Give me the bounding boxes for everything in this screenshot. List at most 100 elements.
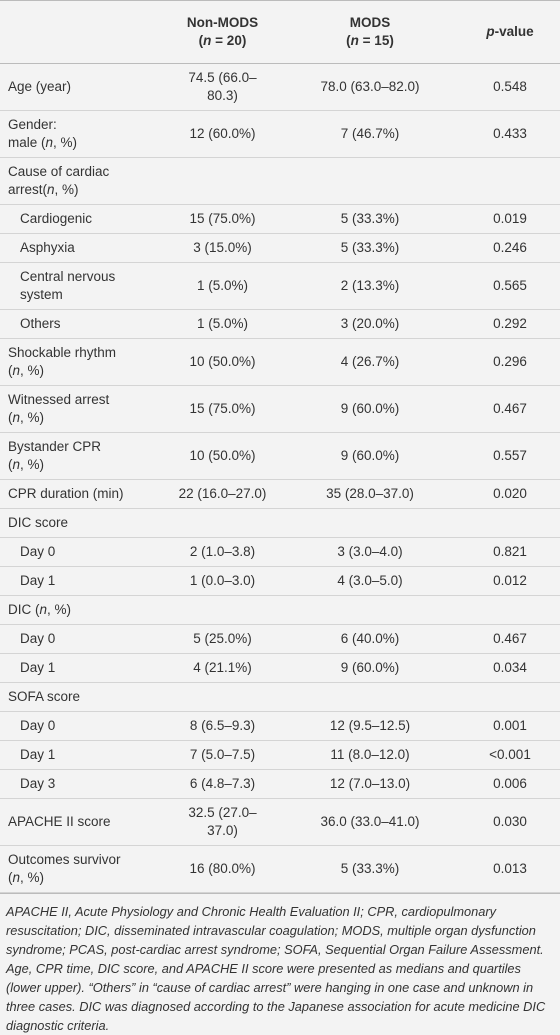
text-segment: n [12,870,21,885]
value-cell: 0.565 [460,262,560,310]
value-cell: 1 (5.0%) [165,309,280,339]
text-segment: Others [20,316,61,331]
table-row: DIC score [0,508,560,538]
text-line: DIC (n, %) [8,601,157,619]
value-cell: 0.034 [460,653,560,683]
value-cell: 32.5 (27.0–37.0) [165,798,280,846]
value-cell [165,157,280,205]
value-cell [165,595,280,625]
text-segment: , %) [20,870,45,885]
value-cell [280,508,460,538]
value-cell [460,508,560,538]
text-segment: Day 0 [20,544,56,559]
table-row: Shockable rhythm (n, %) 10 (50.0%) 4 (26.7%… [0,338,560,386]
value-cell: 0.296 [460,338,560,386]
text-line: Day 1 [20,746,157,764]
text-segment: , %) [20,457,45,472]
value-cell: 15 (75.0%) [165,385,280,433]
text-segment: Day 0 [20,718,56,733]
text-segment: ( [8,363,13,378]
text-segment: n [12,410,21,425]
text-segment: Witnessed arrest [8,392,110,407]
text-segment: Asphyxia [20,240,75,255]
text-segment: = 20) [211,33,247,48]
value-cell: 5 (33.3%) [280,204,460,234]
text-line: Day 0 [20,630,157,648]
value-cell: 0.001 [460,711,560,741]
text-line: Asphyxia [20,239,157,257]
text-line: CPR duration (min) [8,485,157,503]
text-segment: , %) [20,410,45,425]
value-cell: 6 (4.8–7.3) [165,769,280,799]
text-segment: SOFA score [8,689,81,704]
text-line: (n = 20) [173,32,272,50]
text-segment: Day 1 [20,747,56,762]
value-cell: 36.0 (33.0–41.0) [280,798,460,846]
text-segment: n [12,363,21,378]
text-line: p-value [468,23,552,41]
text-segment: n [45,135,54,150]
table-row: Day 0 8 (6.5–9.3) 12 (9.5–12.5) 0.001 [0,711,560,741]
data-table: Non-MODS (n = 20) MODS (n = 15) p-value Age … [0,0,560,893]
value-cell: 74.5 (66.0–80.3) [165,63,280,111]
header-cell: Non-MODS (n = 20) [165,0,280,64]
value-cell: 9 (60.0%) [280,653,460,683]
value-cell: 0.821 [460,537,560,567]
text-segment: Outcomes survivor [8,852,121,867]
text-segment: p [486,24,495,39]
text-segment: DIC ( [8,602,40,617]
value-cell: 1 (0.0–3.0) [165,566,280,596]
row-label: Bystander CPR (n, %) [0,432,165,480]
value-cell: 35 (28.0–37.0) [280,479,460,509]
value-cell: 4 (3.0–5.0) [280,566,460,596]
text-segment: Day 1 [20,573,56,588]
text-segment: Cardiogenic [20,211,93,226]
text-line: Day 1 [20,659,157,677]
header-cell: MODS (n = 15) [280,0,460,64]
footnote: APACHE II, Acute Physiology and Chronic … [0,893,560,1035]
table-row: Others 1 (5.0%) 3 (20.0%) 0.292 [0,309,560,339]
row-label: Age (year) [0,63,165,111]
table-row: Age (year) 74.5 (66.0–80.3) 78.0 (63.0–82.… [0,63,560,111]
text-segment: CPR duration (min) [8,486,124,501]
text-segment: Day 1 [20,660,56,675]
text-segment: MODS [349,15,391,30]
text-segment: Bystander CPR [8,439,102,454]
text-line: Shockable rhythm [8,344,157,362]
text-line: (n, %) [8,362,157,380]
value-cell: 0.467 [460,385,560,433]
text-line: Gender: [8,116,157,134]
text-segment: , %) [53,135,78,150]
text-line: Day 3 [20,775,157,793]
text-segment: Age (year) [8,79,72,94]
value-cell: 4 (21.1%) [165,653,280,683]
table-row: Day 0 2 (1.0–3.8) 3 (3.0–4.0) 0.821 [0,537,560,567]
text-segment: n [47,182,55,197]
text-line: DIC score [8,514,157,532]
value-cell: 7 (46.7%) [280,110,460,158]
header-row: Non-MODS (n = 20) MODS (n = 15) p-value [0,0,560,64]
table-row: Outcomes survivor (n, %) 16 (80.0%) 5 (33.3… [0,845,560,893]
table-body: Age (year) 74.5 (66.0–80.3) 78.0 (63.0–82.… [0,63,560,893]
value-cell: 1 (5.0%) [165,262,280,310]
row-label: Day 3 [0,769,165,799]
value-cell [280,157,460,205]
table-row: Asphyxia 3 (15.0%) 5 (33.3%) 0.246 [0,233,560,263]
value-cell: 11 (8.0–12.0) [280,740,460,770]
value-cell: 12 (60.0%) [165,110,280,158]
text-segment: ( [8,870,13,885]
row-label: SOFA score [0,682,165,712]
value-cell: 0.246 [460,233,560,263]
value-cell: 6 (40.0%) [280,624,460,654]
value-cell: 0.030 [460,798,560,846]
value-cell: 0.292 [460,309,560,339]
value-cell: 0.433 [460,110,560,158]
table-row: Day 0 5 (25.0%) 6 (40.0%) 0.467 [0,624,560,654]
value-cell: 0.020 [460,479,560,509]
value-cell: 16 (80.0%) [165,845,280,893]
header-cell: p-value [460,0,560,64]
value-cell [165,682,280,712]
text-line: Bystander CPR [8,438,157,456]
value-cell: 0.006 [460,769,560,799]
